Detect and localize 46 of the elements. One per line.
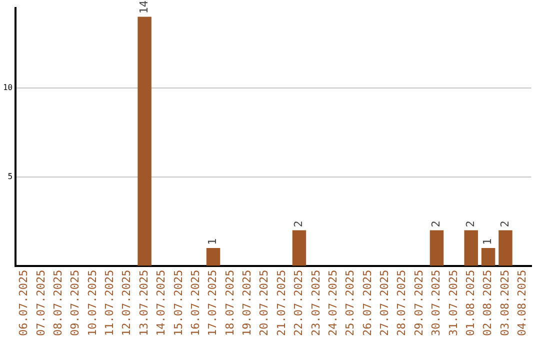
- x-tick-label: 23.07.2025: [309, 270, 322, 336]
- data-label: 2: [430, 220, 443, 228]
- x-tick-label: 16.07.2025: [188, 270, 202, 336]
- bar: [138, 16, 152, 266]
- x-tick-label: 26.07.2025: [360, 270, 374, 336]
- x-tick-label: 29.07.2025: [412, 270, 426, 336]
- x-tick-label: 30.07.2025: [430, 270, 443, 336]
- bar: [481, 248, 496, 266]
- bar: [464, 230, 478, 266]
- x-tick-label: 10.07.2025: [86, 270, 99, 336]
- x-tick-label: 19.07.2025: [240, 270, 254, 336]
- x-tick-label: 08.07.2025: [51, 270, 64, 336]
- x-tick-label: 27.07.2025: [378, 270, 392, 336]
- x-tick-label: 17.07.2025: [206, 270, 220, 336]
- x-tick-label: 25.07.2025: [344, 270, 357, 336]
- y-tick-label: 5: [8, 172, 13, 181]
- x-tick-label: 01.08.2025: [464, 270, 477, 336]
- x-tick-label: 12.07.2025: [120, 270, 134, 336]
- x-tick-label: 14.07.2025: [154, 270, 168, 336]
- x-tick-label: 21.07.2025: [274, 270, 288, 336]
- x-tick-label: 20.07.2025: [258, 270, 271, 336]
- data-label: 1: [206, 238, 220, 245]
- x-tick-label: 13.07.2025: [137, 270, 150, 336]
- bar: [292, 230, 306, 266]
- x-tick-label: 06.07.2025: [17, 270, 30, 336]
- data-label: 2: [292, 220, 306, 228]
- bar: [498, 230, 512, 266]
- x-tick-label: 09.07.2025: [68, 270, 82, 336]
- x-tick-label: 28.07.2025: [395, 270, 408, 336]
- x-tick-label: 07.07.2025: [34, 270, 48, 336]
- x-tick-label: 03.08.2025: [498, 270, 512, 336]
- x-tick-label: 22.07.2025: [292, 270, 306, 336]
- x-tick-label: 02.08.2025: [481, 270, 494, 336]
- x-tick-label: 15.07.2025: [172, 270, 185, 336]
- x-tick-label: 24.07.2025: [326, 270, 340, 336]
- x-tick-label: 11.07.2025: [103, 270, 116, 336]
- x-tick-label: 18.07.2025: [223, 270, 236, 336]
- data-label: 14: [137, 0, 150, 14]
- data-label: 2: [464, 220, 477, 228]
- bar: [206, 248, 220, 266]
- x-tick-label: 31.07.2025: [446, 270, 460, 336]
- y-tick-label: 10: [2, 82, 13, 92]
- data-label: 2: [498, 220, 512, 228]
- data-label: 1: [481, 238, 494, 245]
- bar: [430, 230, 444, 266]
- x-tick-label: 04.08.2025: [516, 270, 529, 336]
